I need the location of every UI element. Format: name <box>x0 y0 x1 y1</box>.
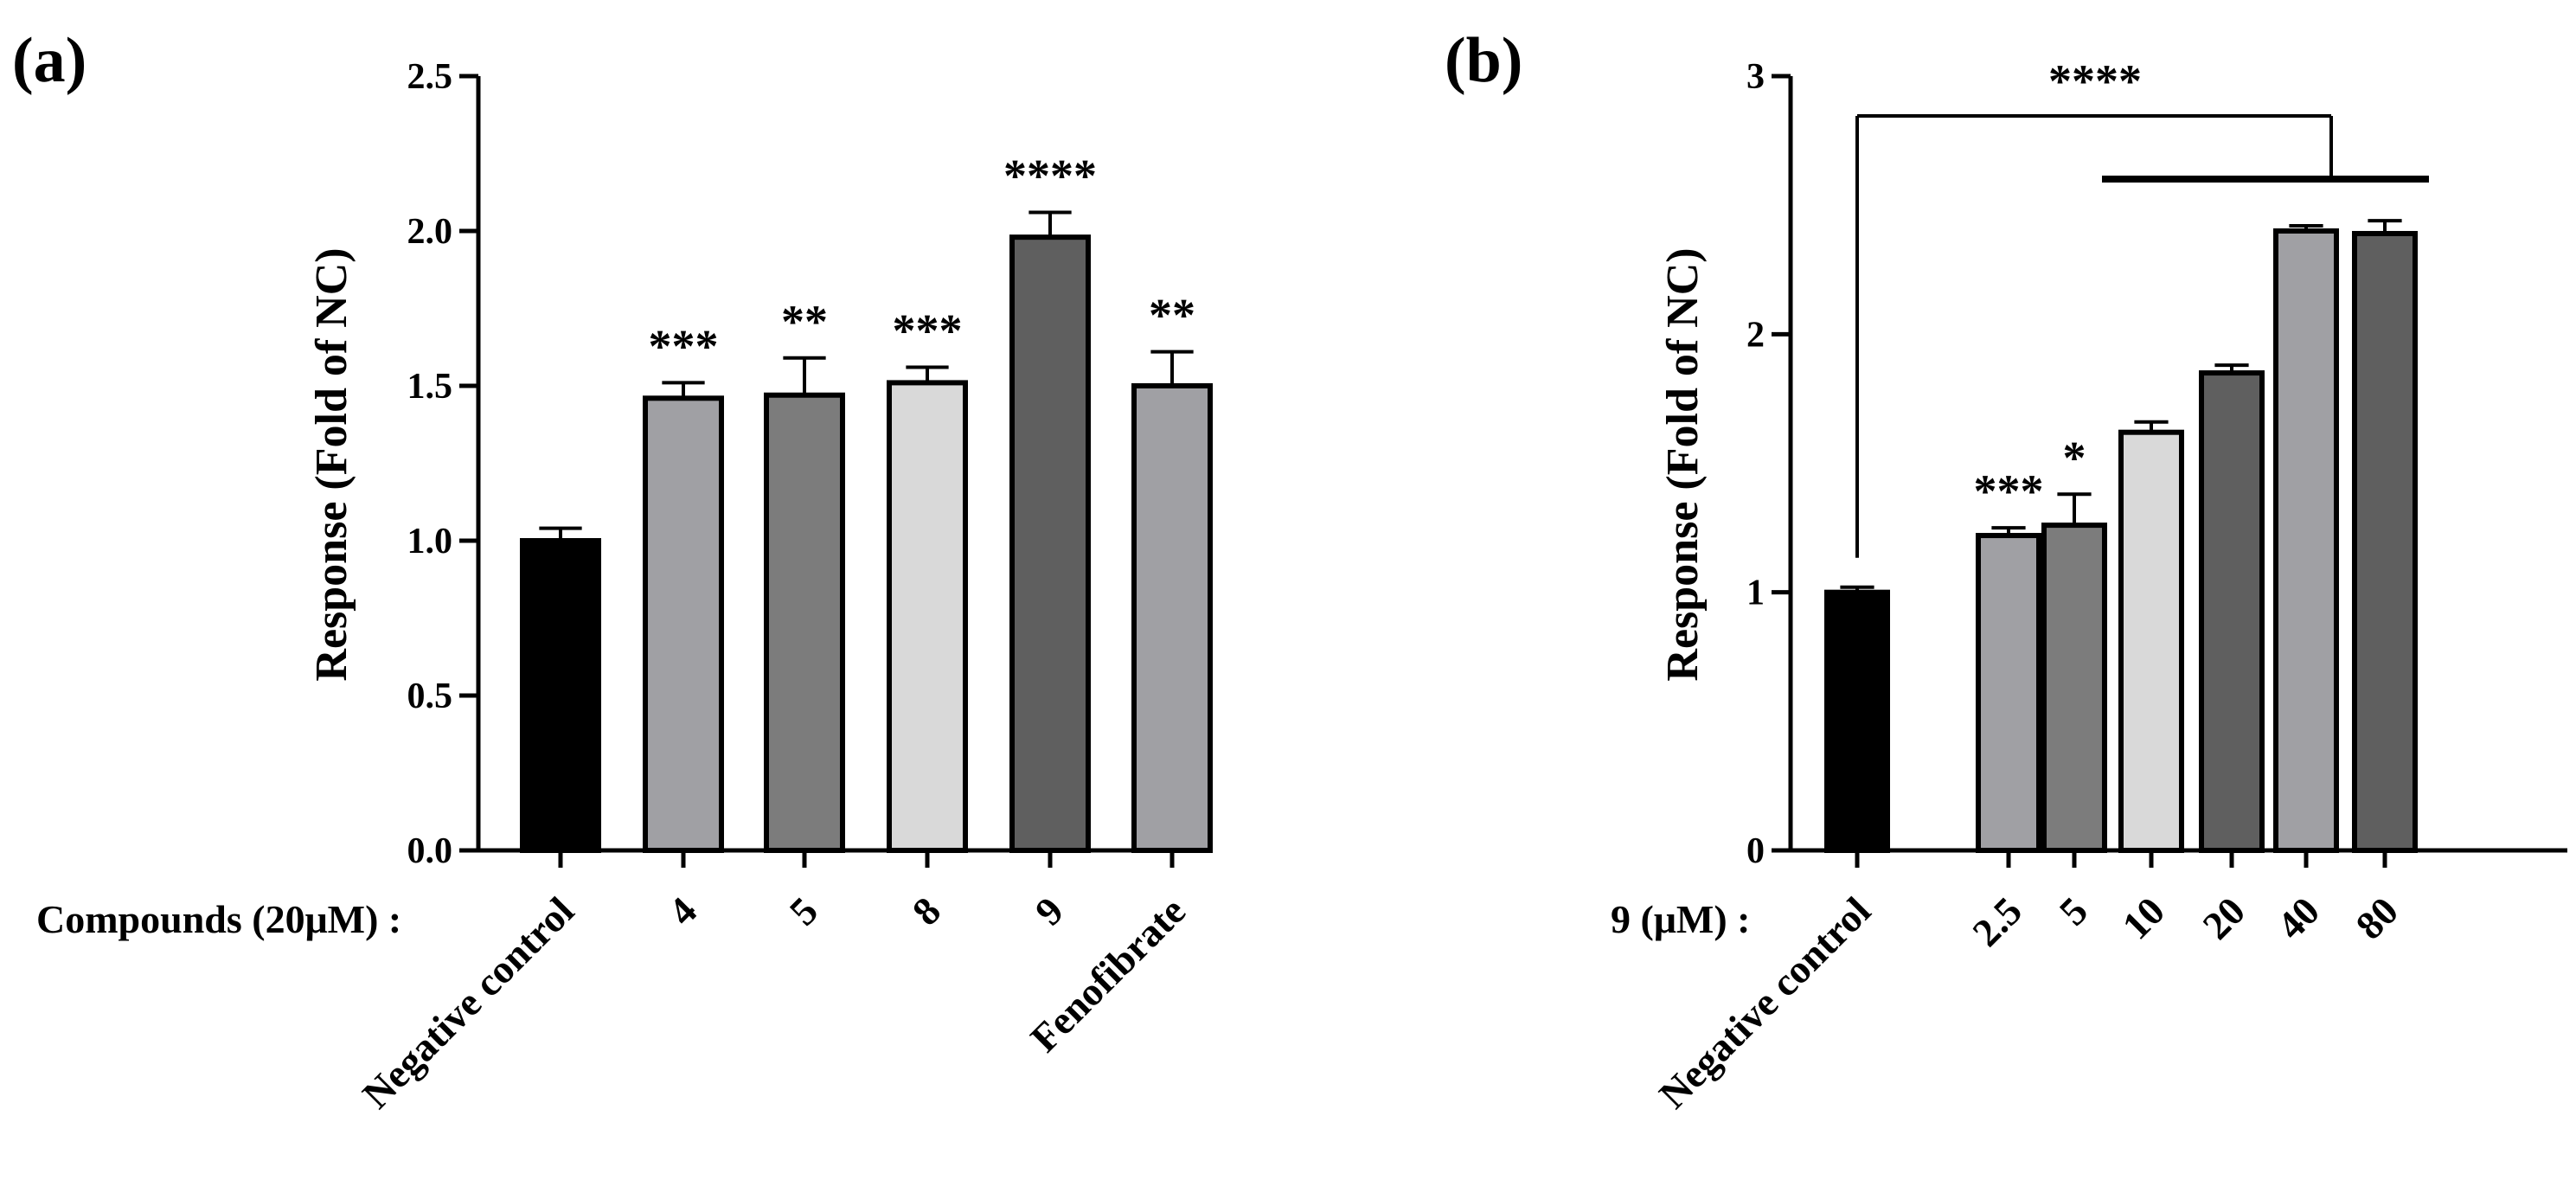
panel-a-y-tick-label: 0.5 <box>407 677 453 716</box>
panel-a-bar <box>887 380 968 854</box>
panel-b-x-prefix: 9 (μM) : <box>1611 897 1750 941</box>
panel-a-bars: *** ** ********* <box>520 151 1213 854</box>
panel-b-bar <box>2273 228 2339 853</box>
panel-a-bar <box>1131 383 1213 853</box>
panel-b-y-tick-label: 2 <box>1746 315 1765 355</box>
panel-b-significance-bracket: **** <box>1855 55 2429 558</box>
panel-b-bar <box>2041 523 2107 853</box>
panel-a-y-tick-label: 2.5 <box>407 57 453 97</box>
panel-b-y-axis-title: Response (Fold of NC) <box>1658 247 1708 681</box>
panel-b-bar <box>1976 533 2041 853</box>
panel-b-category-label: 5 <box>2051 888 2096 933</box>
panel-b-bar <box>2352 230 2418 853</box>
panel-a-bar <box>520 538 601 853</box>
panel-b-category-label: 2.5 <box>1964 888 2030 955</box>
panel-b-bars: **** <box>1824 219 2418 854</box>
panel-a-bar <box>643 395 724 853</box>
panel-b-significance-stars: * <box>2063 432 2086 484</box>
chart-panel-b: (b) Response (Fold of NC) 9 (μM) : 0123N… <box>1445 25 2567 1117</box>
panel-b-category-label: 80 <box>2347 888 2406 948</box>
panel-b-label: (b) <box>1445 25 1522 96</box>
panel-a-y-tick-label: 1.0 <box>407 522 453 561</box>
panel-a-category-label: 4 <box>660 888 705 933</box>
panel-a-significance-stars: **** <box>1003 151 1097 202</box>
panel-a-category-label: 9 <box>1027 888 1072 933</box>
panel-b-y-tick-label: 0 <box>1746 831 1765 871</box>
panel-a-x-prefix: Compounds (20μM) : <box>36 897 401 941</box>
panel-b-y-tick-label: 3 <box>1746 57 1765 97</box>
panel-a-category-label: 8 <box>904 888 949 933</box>
panel-b-category-label: 40 <box>2268 888 2328 948</box>
panel-b-bar <box>2118 429 2184 853</box>
panel-b-category-label: 10 <box>2113 888 2173 948</box>
panel-a-significance-stars: ** <box>1149 290 1195 342</box>
panel-a-significance-stars: ** <box>781 296 828 348</box>
panel-b-significance-stars: *** <box>1974 465 2044 517</box>
panel-b-bracket-stars: **** <box>2048 55 2142 107</box>
panel-b-category-label: 20 <box>2194 888 2253 948</box>
panel-a-significance-stars: *** <box>893 305 963 357</box>
panel-a-significance-stars: *** <box>649 320 719 372</box>
panel-a-bar <box>1009 234 1091 854</box>
panel-a-label: (a) <box>12 25 87 96</box>
panel-b-y-tick-label: 1 <box>1746 574 1765 613</box>
panel-a-y-tick-label: 2.0 <box>407 212 453 252</box>
panel-a-category-label: 5 <box>781 888 826 933</box>
panel-a-y-tick-label: 1.5 <box>407 367 453 407</box>
panel-a-bar <box>764 392 845 853</box>
chart-panel-a: (a) Response (Fold of NC) Compounds (20μ… <box>12 25 1213 1117</box>
panel-a-y-tick-label: 0.0 <box>407 831 453 871</box>
panel-b-bar <box>1824 589 1890 854</box>
panel-b-bar <box>2199 370 2265 854</box>
panel-a-y-axis-title: Response (Fold of NC) <box>307 247 356 681</box>
